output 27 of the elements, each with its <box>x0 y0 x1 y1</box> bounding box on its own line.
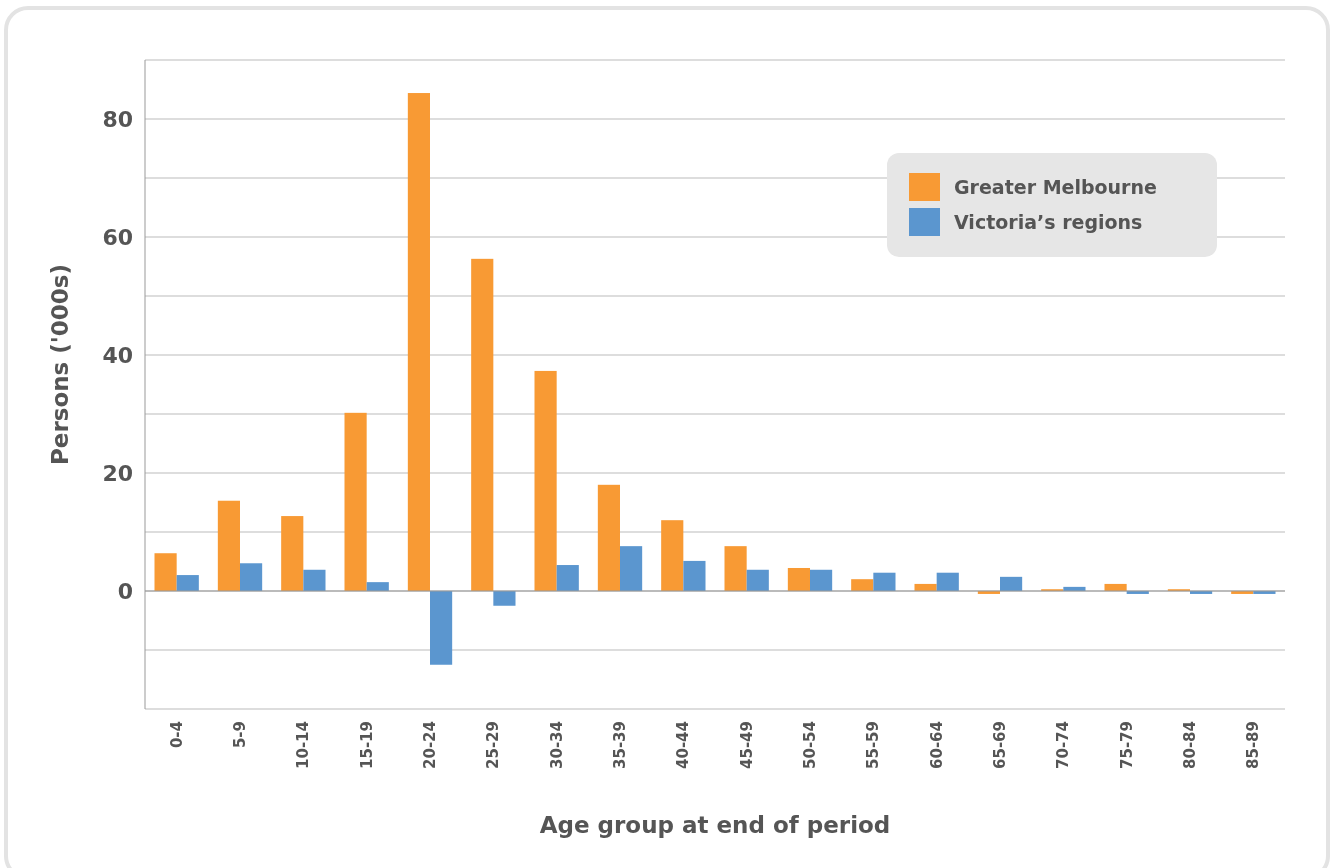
x-tick-label: 80-84 <box>1181 721 1199 769</box>
x-tick-label: 20-24 <box>421 721 439 769</box>
x-tick-label: 40-44 <box>674 721 693 769</box>
y-tick-label: 60 <box>102 224 133 250</box>
x-tick-label: 5-9 <box>231 721 249 749</box>
x-tick-label: 10-14 <box>294 721 313 769</box>
x-tick-label: 65-69 <box>991 721 1009 769</box>
x-tick-label: 60-64 <box>927 721 946 769</box>
x-tick-label: 0-4 <box>167 721 186 749</box>
x-tick-label: 25-29 <box>484 721 503 769</box>
x-tick-label: 30-34 <box>547 721 566 769</box>
y-tick-label: 80 <box>102 106 133 132</box>
x-tick-label: 45-49 <box>737 721 756 769</box>
x-tick-label: 70-74 <box>1054 721 1073 769</box>
x-tick-label: 75-79 <box>1117 721 1136 769</box>
x-tick-label: 55-59 <box>864 721 883 769</box>
legend-label: Greater Melbourne <box>954 176 1157 198</box>
y-tick-label: 0 <box>117 578 133 604</box>
y-tick-label: 40 <box>102 342 133 368</box>
x-tick-label: 15-19 <box>357 721 376 769</box>
x-axis-title: Age group at end of period <box>539 812 891 838</box>
x-tick-label: 85-89 <box>1244 721 1263 769</box>
legend-label: Victoria’s regions <box>954 211 1143 233</box>
y-axis-title: Persons ('000s) <box>47 263 73 466</box>
x-tick-label: 35-39 <box>611 721 629 769</box>
x-tick-label: 50-54 <box>801 721 819 769</box>
y-tick-label: 20 <box>102 460 133 486</box>
